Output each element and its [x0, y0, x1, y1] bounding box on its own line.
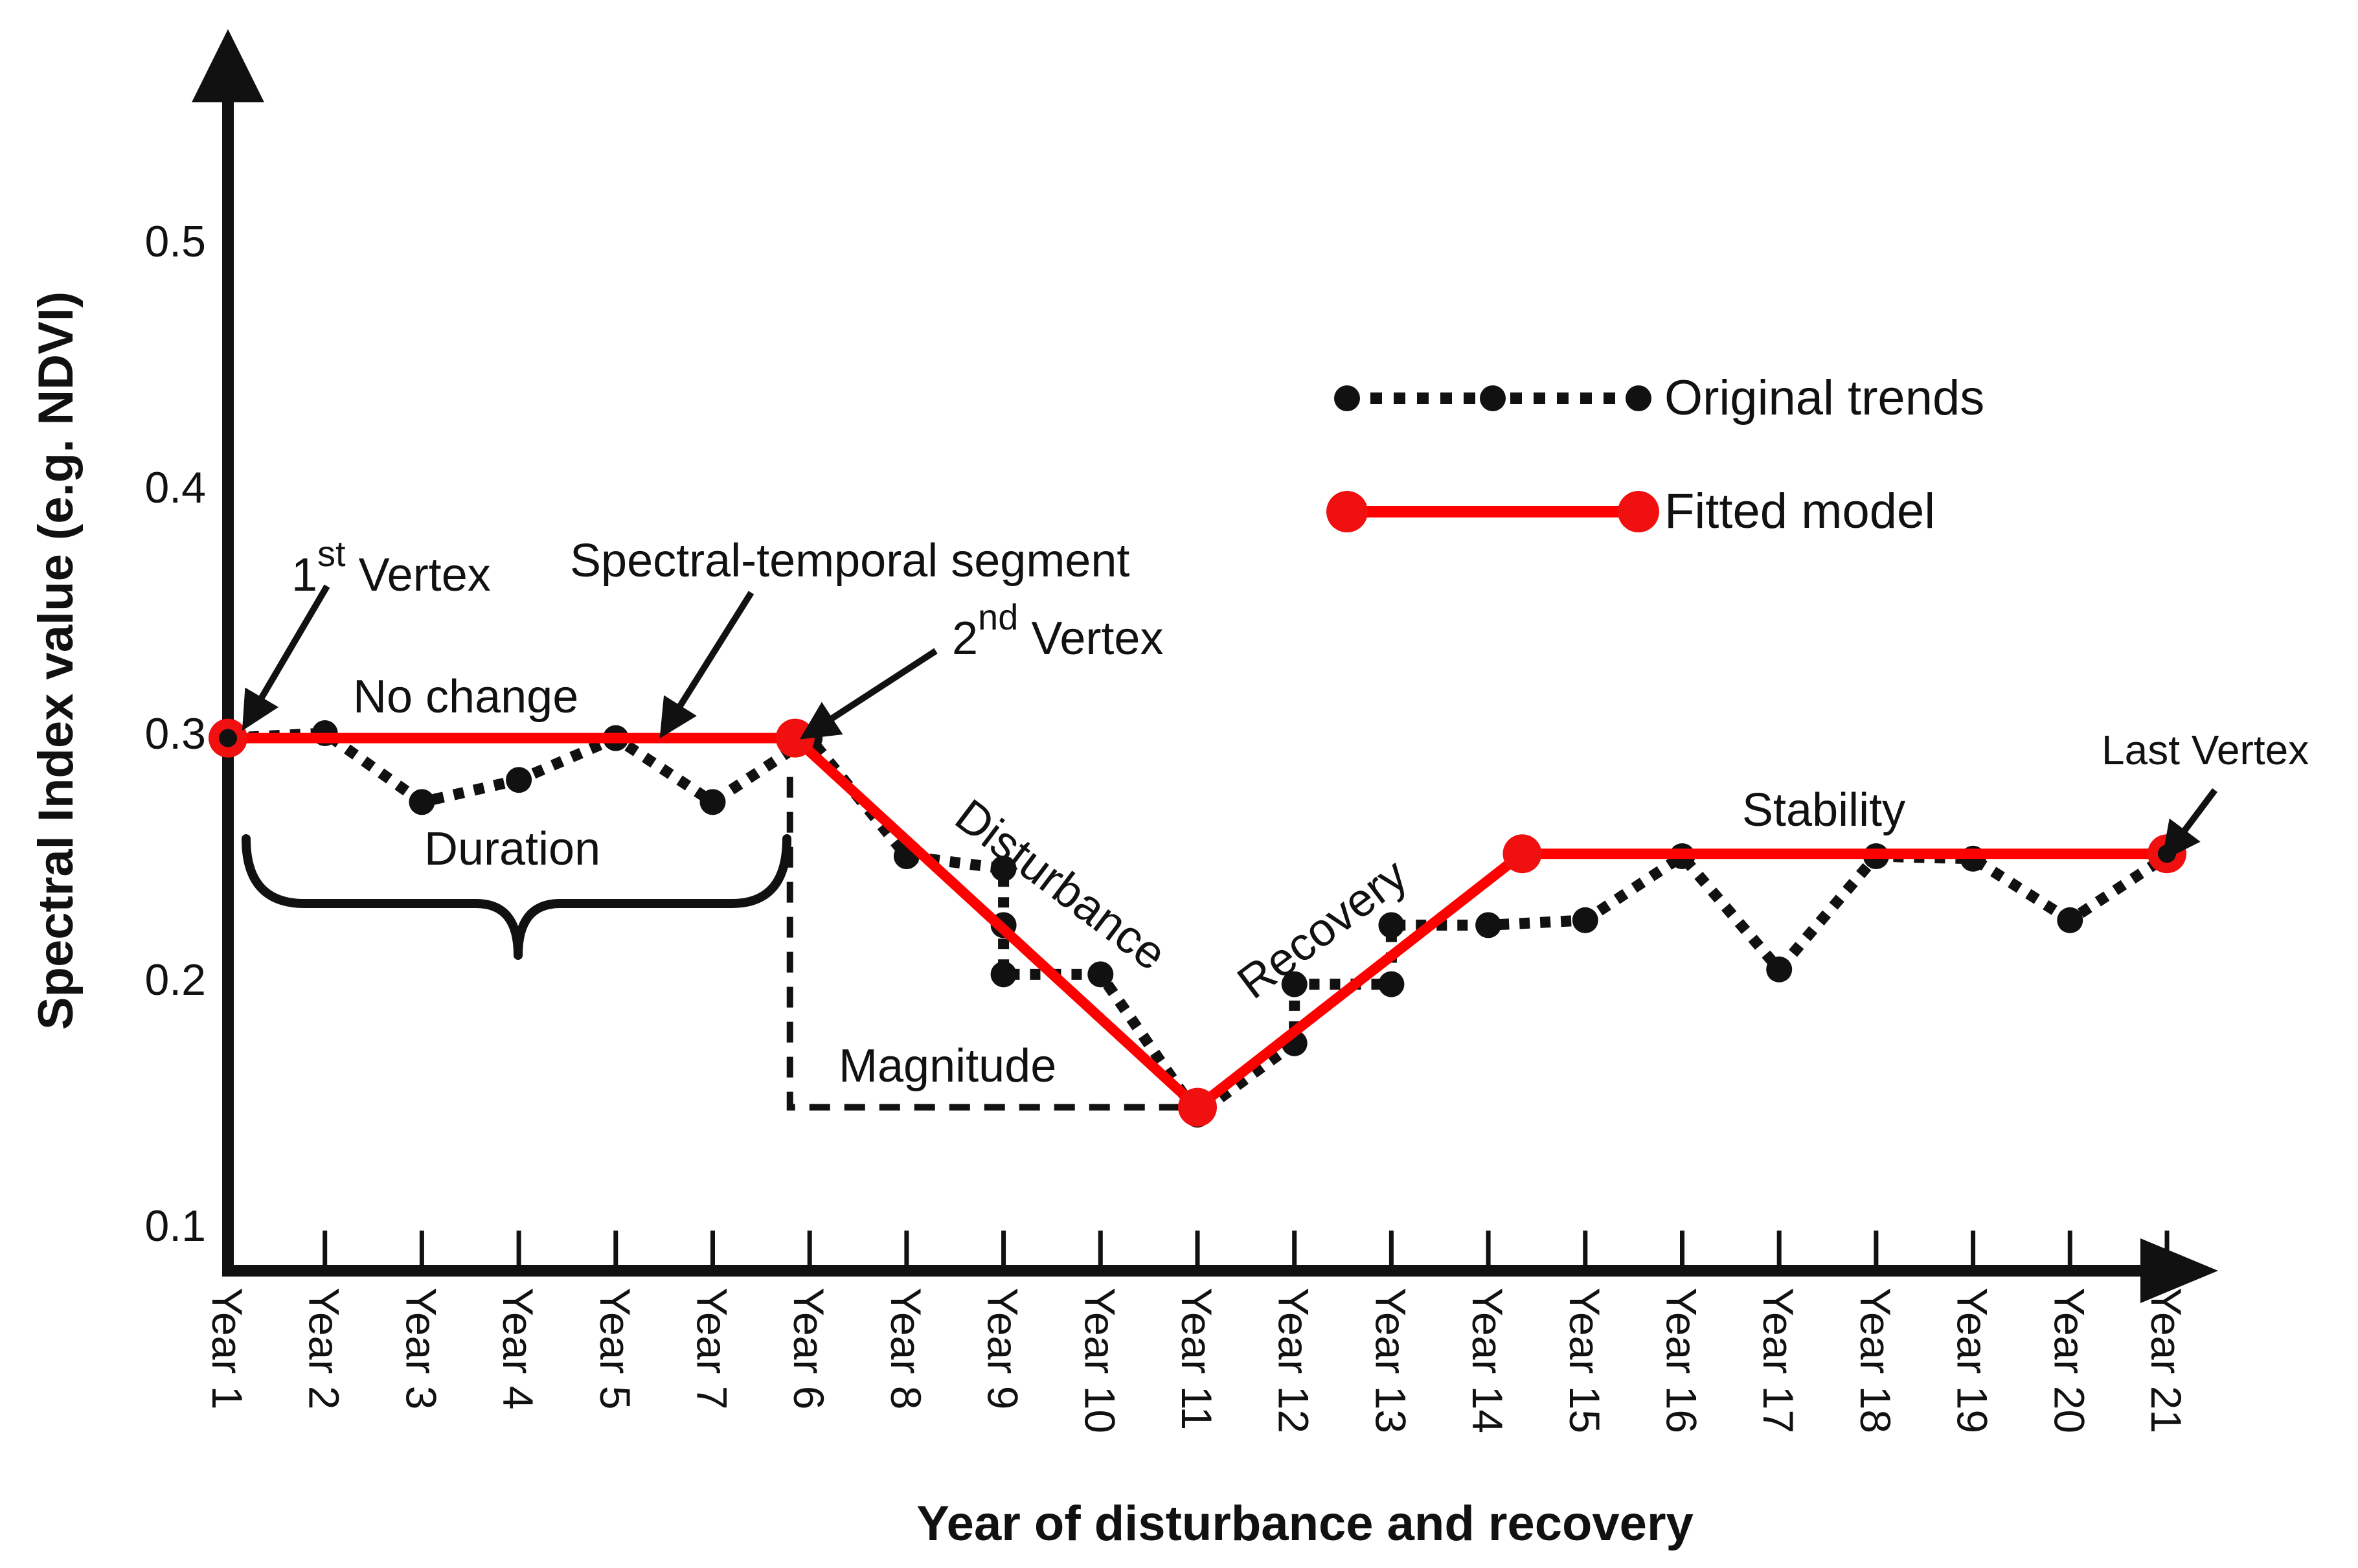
original-trends-point [1378, 912, 1405, 938]
last-vertex-label: Last Vertex [2102, 727, 2309, 773]
original-trends-point [1378, 971, 1405, 997]
magnitude-dashed-guide [786, 777, 1185, 1111]
y-tick-label: 0.2 [144, 955, 206, 1005]
y-tick-label: 0.4 [144, 463, 206, 512]
second-vertex-label: 2nd Vertex [952, 597, 1163, 665]
x-axis-arrow [2140, 1238, 2218, 1303]
x-tick-label: Year 1 [203, 1288, 251, 1409]
original-trends-point [1572, 907, 1598, 933]
x-tick-label: Year 6 [785, 1288, 833, 1409]
fitted-model-segment [1194, 849, 1526, 1111]
x-tick-label: Year 16 [1658, 1288, 1706, 1433]
original-trends-point [506, 767, 532, 793]
original-trends-point [1475, 912, 1502, 938]
legend-fitted-marker [1618, 491, 1659, 532]
magnitude-guides [786, 777, 1185, 1111]
y-ticks: 0.1 0.2 0.3 0.4 0.5 [144, 217, 206, 1251]
legend-fitted-marker [1326, 491, 1368, 532]
legend-original-marker [1334, 385, 1360, 411]
x-tick-label: Year 14 [1464, 1288, 1512, 1433]
stability-label: Stability [1742, 784, 1905, 836]
x-tick-label: Year 3 [397, 1288, 445, 1409]
original-trends-point [1766, 956, 1793, 983]
fitted-model-segment [791, 734, 1201, 1111]
x-tick-label: Year 19 [1949, 1288, 1997, 1433]
original-trends-point [990, 961, 1017, 988]
x-tick-label: Year 13 [1366, 1288, 1414, 1433]
fitted-model-vertex [1502, 834, 1542, 874]
x-tick-label: Year 21 [2142, 1288, 2190, 1433]
segment-label: Spectral-temporal segment [570, 535, 1129, 587]
original-trends-point [699, 789, 726, 815]
last-vertex-arrow [2161, 788, 2217, 861]
fitted-model-vertex [775, 718, 815, 758]
axes [192, 29, 2218, 1303]
segment-arrow [659, 591, 754, 739]
duration-label: Duration [424, 823, 600, 875]
x-tick-label: Year 4 [494, 1288, 542, 1409]
x-tick-label: Year 17 [1754, 1288, 1802, 1433]
fitted-model-series [209, 718, 2186, 1127]
y-tick-label: 0.5 [144, 217, 206, 266]
x-axis-title: Year of disturbance and recovery [916, 1496, 1694, 1551]
second-vertex-arrow [799, 648, 938, 740]
disturbance-label: Disturbance [946, 790, 1175, 981]
legend-original-marker [1480, 385, 1506, 411]
fitted-model-vertex [1178, 1087, 1217, 1127]
magnitude-label: Magnitude [839, 1040, 1056, 1092]
original-trends-point [409, 789, 435, 815]
original-trends-point [2057, 907, 2083, 933]
x-tick-label: Year 11 [1173, 1288, 1221, 1430]
x-tick-label: Year 12 [1270, 1288, 1318, 1433]
original-trends-point [990, 856, 1017, 881]
x-tick-label: Year 7 [688, 1288, 736, 1409]
y-axis-title: Spectral Index value (e.g. NDVI) [28, 291, 84, 1030]
x-tick-label: Year 2 [300, 1288, 348, 1409]
x-tick-label: Year 9 [979, 1288, 1027, 1409]
vertex-center-dot [219, 729, 237, 747]
x-tick-label: Year 20 [2045, 1288, 2093, 1433]
duration-brace [242, 834, 791, 960]
legend-fitted-label: Fitted model [1664, 484, 1935, 539]
x-tick-label: Year 8 [882, 1288, 930, 1409]
y-axis-arrow [192, 29, 264, 102]
x-tick-label: Year 15 [1561, 1288, 1609, 1433]
legend-original-label: Original trends [1664, 370, 1984, 426]
pointer-arrows [242, 584, 2217, 861]
original-trends-point [1281, 971, 1308, 997]
x-tick-label: Year 10 [1076, 1288, 1124, 1433]
y-tick-label: 0.3 [144, 709, 206, 758]
first-vertex-arrow [242, 584, 330, 731]
x-tick-label: Year 5 [591, 1288, 639, 1409]
legend-original-marker [1626, 385, 1651, 411]
x-tick-label: Year 18 [1852, 1288, 1899, 1433]
first-vertex-label: 1st Vertex [291, 533, 491, 601]
no-change-label: No change [353, 671, 578, 723]
legend: Original trends Fitted model [1326, 370, 1984, 539]
original-trends-point [1087, 961, 1114, 988]
y-tick-label: 0.1 [144, 1201, 206, 1251]
x-ticks: Year 1 Year 2 Year 3 Year 4 Year 5 Year 7 Year… [203, 1231, 2190, 1433]
